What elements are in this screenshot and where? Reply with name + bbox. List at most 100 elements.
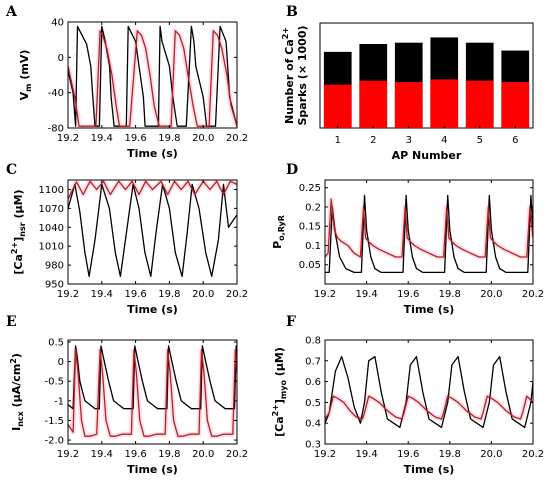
plot-area [68,25,237,128]
x-tick-label: 20.2 [226,449,248,460]
x-axis-label: Time (s) [127,463,178,476]
y-axis-label: [Ca2+]nsr (μM) [10,189,27,274]
y-tick-label: 40 [51,18,64,29]
y-tick-label: 0.05 [299,260,321,271]
plot-area [68,180,237,278]
x-tick-label: 6 [512,135,518,146]
y-label-part: I [10,427,23,431]
y-tick-label: 0.15 [299,222,321,233]
panel-e: E 19.2 19.4 19.6 19.8 20.0 20.2 -2.0 -1.5 -1 -0.5 0… [6,314,248,476]
y-tick-label: 0.2 [305,202,321,213]
panel-label-b: B [286,4,298,20]
plot-frame [319,22,534,129]
y-tick-label: 0 [58,53,64,64]
bar-red-4 [430,79,459,128]
y-label-subscript: m [24,84,33,92]
y-tick-label: 0 [58,357,64,368]
y-tick-label: 0.7 [305,356,321,367]
x-axis-label: Time (s) [404,463,455,476]
x-tick-label: 20.0 [192,289,214,300]
panel-label-c: C [6,162,17,178]
y-label-part: V [18,91,31,100]
panel-f: F 19.2 19.4 19.6 19.8 20.0 20.2 0.3 0.4 0.5 0.6 0.7… [271,314,544,476]
y-tick-label: 1070 [39,204,64,215]
y-label-part: [Ca [12,254,25,275]
y-label-part: (μM) [12,189,25,222]
bar-red-1 [323,84,352,128]
y-tick-label: 0.8 [305,336,321,347]
y-label-subscript: nsr [18,222,27,236]
trace-halo [68,347,237,439]
x-tick-label: 19.8 [158,449,180,460]
y-label-part: ] [12,237,25,242]
x-tick-label: 20.0 [192,449,214,460]
x-tick-label: 20.2 [226,289,248,300]
y-tick-label: 0.5 [305,398,321,409]
y-label-part: [Ca [273,416,286,437]
y-label-line2: Sparks (× 1000) [296,25,309,125]
bar-red-2 [359,80,388,128]
x-tick-label: 19.2 [57,289,79,300]
y-tick-label: 0.5 [48,337,64,348]
plot-area [68,345,237,439]
y-label-subscript: o,RyR [277,215,286,241]
plot-frame [67,179,238,285]
series-black-line [325,355,533,429]
series-red-line [68,349,237,437]
y-tick-label: 0.1 [305,241,321,252]
panel-c: C 19.2 19.4 19.6 19.8 20.0 20.2 950 980 1010 1040 1… [6,162,248,316]
y-label-subscript: myo [279,380,288,400]
panel-label-f: F [286,314,296,330]
y-tick-label: 1040 [39,223,64,234]
panel-label-d: D [286,162,298,178]
x-tick-label: 19.2 [314,449,336,460]
y-axis-label: Number of Ca2+ Sparks (× 1000) [281,25,309,125]
x-tick-label: 4 [441,135,447,146]
x-tick-label: 20.0 [480,449,502,460]
series-red-line [325,198,533,258]
y-axis-label: Po,RyR [271,215,286,249]
y-tick-label: -2.0 [44,436,64,447]
x-tick-label: 19.8 [439,449,461,460]
x-axis-label: Time (s) [404,303,455,316]
x-tick-label: 19.6 [124,449,146,460]
x-tick-label: 19.6 [397,449,419,460]
x-tick-label: 1 [335,135,341,146]
y-label-part: ) [10,353,23,358]
plot-area [325,355,533,429]
series-red-line [68,30,237,127]
x-tick-label: 3 [406,135,412,146]
panel-a: A 19.2 19.4 19.6 19.8 20.0 20.2 -80 -40 0 40 Time (… [5,4,248,160]
y-tick-label: 1010 [39,242,64,253]
y-tick-label: 980 [45,261,64,272]
plot-frame [324,179,534,285]
y-label-superscript: 2 [9,358,18,364]
y-tick-label: 0.6 [305,377,321,388]
x-axis-label: Time (s) [127,147,178,160]
x-tick-label: 20.2 [522,289,544,300]
x-tick-label: 19.6 [124,133,146,144]
y-axis-label: [Ca2+]myo (μM) [271,347,288,437]
series-black-line [68,183,237,278]
x-tick-label: 19.6 [397,289,419,300]
x-tick-label: 20.2 [226,133,248,144]
plot-area [325,194,533,274]
x-tick-label: 19.4 [91,133,113,144]
series-red-line [68,180,237,200]
y-tick-label: -0.5 [44,377,64,388]
x-axis-label: AP Number [392,149,462,162]
panel-label-e: E [6,314,17,330]
y-tick-label: -1.5 [44,416,64,427]
plot-frame [324,339,534,445]
y-label-line1: Number of Ca [283,39,296,124]
trace-halo [325,393,533,422]
x-tick-label: 20.0 [480,289,502,300]
x-tick-label: 20.2 [522,449,544,460]
plot-frame [67,339,238,445]
x-tick-label: 19.8 [439,289,461,300]
x-tick-label: 2 [370,135,376,146]
x-tick-label: 19.2 [57,133,79,144]
y-tick-label: 0.3 [305,440,321,451]
y-tick-label: -80 [48,124,64,135]
x-tick-label: 19.2 [57,449,79,460]
